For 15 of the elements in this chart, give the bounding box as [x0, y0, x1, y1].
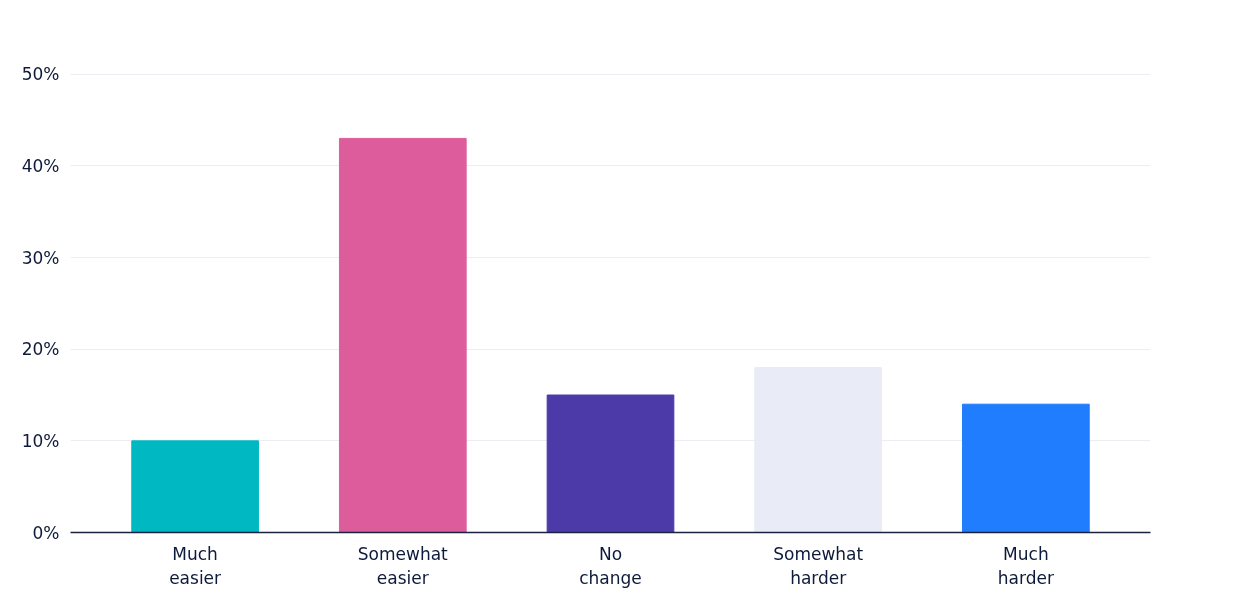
bar — [546, 394, 675, 533]
y-tick-label: 20% — [21, 339, 60, 360]
x-tick-label: No change — [579, 543, 642, 588]
bar — [962, 403, 1090, 533]
bar — [338, 137, 467, 533]
y-tick-label: 40% — [21, 155, 60, 176]
y-tick-label: 0% — [32, 522, 60, 543]
bar — [131, 440, 259, 533]
y-tick-label: 10% — [21, 430, 60, 451]
x-tick-label: Much easier — [169, 543, 222, 588]
y-tick-label: 30% — [21, 247, 60, 268]
y-tick-label: 50% — [21, 64, 60, 85]
x-tick-label: Much harder — [997, 543, 1054, 588]
x-tick-label: Somewhat easier — [357, 543, 449, 588]
x-tick-label: Somewhat harder — [773, 543, 864, 588]
